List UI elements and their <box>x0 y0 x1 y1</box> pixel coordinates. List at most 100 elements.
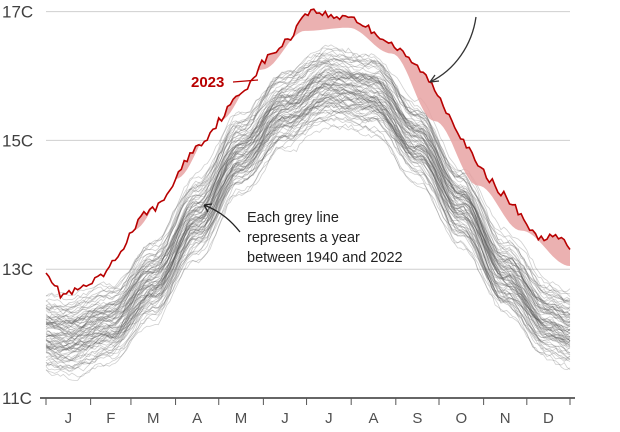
grey-line-1982 <box>45 90 571 349</box>
record-arrow <box>429 16 477 83</box>
grey-line-2014 <box>45 60 571 318</box>
grey-line-2002 <box>45 66 571 321</box>
grey-line-2000 <box>45 72 571 337</box>
grey-line-1994 <box>45 62 571 330</box>
grey-line-1978 <box>45 73 571 329</box>
grey-line-1976 <box>45 97 571 360</box>
grey-line-1977 <box>45 90 571 348</box>
grey-line-1971 <box>45 82 571 340</box>
grey-line-1980 <box>45 75 571 331</box>
grey-line-1948 <box>45 91 571 362</box>
label-2023-leader <box>232 79 259 83</box>
x-tick-label: A <box>192 410 202 427</box>
grey-line-1988 <box>45 85 571 348</box>
grey-line-1985 <box>45 76 571 338</box>
grey-line-1956 <box>45 109 571 363</box>
grey-line-1995 <box>45 72 571 324</box>
grey-line-1959 <box>45 97 571 352</box>
grey-line-1951 <box>45 104 571 370</box>
grey-line-1958 <box>45 94 571 353</box>
gridlines: 11C 13C 15C 17C <box>2 3 570 408</box>
x-tick-label: M <box>235 410 248 427</box>
grey-line-1963 <box>45 86 571 347</box>
grey-note-arrowhead <box>203 203 213 213</box>
grey-line-2019 <box>45 61 571 325</box>
grey-line-1950 <box>45 101 571 356</box>
grey-line-2022 <box>45 47 571 297</box>
x-tick-label: J <box>325 410 333 427</box>
grey-line-1993 <box>46 71 571 327</box>
grey-line-1949 <box>45 109 571 369</box>
grey-note-line-3: between 1940 and 2022 <box>247 250 403 266</box>
record-arrowhead <box>429 74 440 83</box>
grey-line-1965 <box>45 94 571 343</box>
grey-line-2011 <box>45 52 571 309</box>
grey-line-1973 <box>45 83 571 339</box>
grey-line-2012 <box>45 58 571 314</box>
grey-line-1960 <box>45 110 571 362</box>
grey-line-1972 <box>45 101 571 355</box>
x-tick-label: O <box>455 410 467 427</box>
grey-line-1999 <box>45 74 571 331</box>
grey-line-2016 <box>45 64 571 325</box>
grey-line-1974 <box>45 92 571 354</box>
y-tick-label: 17C <box>2 3 33 22</box>
y-tick-label: 11C <box>2 389 32 408</box>
grey-line-2010 <box>45 57 571 322</box>
grey-note-line-2: represents a year <box>247 230 360 246</box>
grey-line-1945 <box>45 117 571 369</box>
grey-line-2009 <box>45 68 571 323</box>
y-tick-label: 15C <box>2 131 33 150</box>
grey-line-2005 <box>45 75 571 324</box>
grey-line-2006 <box>45 57 571 316</box>
grey-line-2003 <box>45 68 571 327</box>
grey-line-2004 <box>45 81 571 335</box>
grey-line-1954 <box>45 97 571 353</box>
grey-line-1940 <box>45 124 571 381</box>
grey-line-1975 <box>45 82 571 343</box>
x-tick-label: D <box>543 410 554 427</box>
grey-line-1997 <box>45 67 571 321</box>
grey-line-1992 <box>45 71 571 334</box>
grey-line-1952 <box>45 98 571 351</box>
line-2023 <box>45 8 571 300</box>
grey-line-2008 <box>45 53 571 311</box>
grey-line-1987 <box>45 84 571 342</box>
grey-line-2001 <box>45 78 571 333</box>
grey-line-1986 <box>45 86 571 345</box>
grey-line-1970 <box>45 87 571 346</box>
x-tick-label: J <box>65 410 73 427</box>
grey-line-2021 <box>45 49 571 307</box>
grey-line-1942 <box>45 114 571 372</box>
grey-note-line-1: Each grey line <box>247 210 339 226</box>
label-2023: 2023 <box>191 74 224 91</box>
grey-line-1990 <box>45 80 571 329</box>
grey-year-lines <box>45 44 571 381</box>
grey-line-1989 <box>45 69 571 324</box>
x-tick-label: A <box>368 410 378 427</box>
grey-line-1947 <box>45 99 571 362</box>
grey-line-1964 <box>45 87 571 347</box>
x-tick-label: M <box>147 410 160 427</box>
grey-line-1984 <box>45 83 571 344</box>
grey-line-1979 <box>45 95 571 350</box>
grey-line-2018 <box>45 44 571 301</box>
grey-line-1955 <box>45 100 571 361</box>
grey-line-1962 <box>45 95 571 359</box>
grey-line-1967 <box>45 81 571 341</box>
grey-line-1968 <box>45 79 571 341</box>
grey-line-1953 <box>45 116 571 370</box>
grey-line-2020 <box>45 60 571 325</box>
grey-note-arrow <box>203 204 241 233</box>
grey-line-1983 <box>46 75 571 327</box>
grey-line-1943 <box>45 117 571 378</box>
grey-line-1969 <box>45 104 571 362</box>
grey-line-2017 <box>45 61 571 318</box>
grey-line-1957 <box>45 92 571 350</box>
grey-line-1996 <box>45 87 571 338</box>
grey-line-1966 <box>45 101 571 352</box>
grey-line-1981 <box>45 94 571 350</box>
grey-line-1998 <box>45 65 571 327</box>
